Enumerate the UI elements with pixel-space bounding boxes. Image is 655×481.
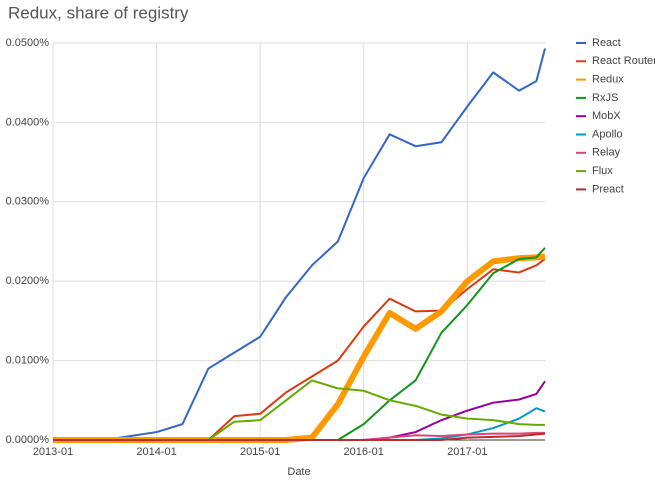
line-series	[53, 48, 546, 441]
legend-label: RxJS	[592, 92, 618, 104]
legend-label: React	[592, 37, 621, 49]
legend-label: Flux	[592, 165, 613, 177]
x-tick-label: 2016-01	[344, 446, 384, 458]
y-tick-label: 0.0100%	[6, 355, 50, 367]
y-tick-label: 0.0400%	[6, 116, 50, 128]
x-tick-label: 2015-01	[240, 446, 280, 458]
x-tick-label: 2014-01	[136, 446, 176, 458]
y-tick-label: 0.0500%	[6, 37, 50, 49]
legend-label: MobX	[592, 110, 621, 122]
line-series	[53, 432, 546, 441]
x-tick-label: 2017-01	[447, 446, 487, 458]
legend-label: Preact	[592, 183, 624, 195]
y-tick-label: 0.0200%	[6, 275, 50, 287]
y-tick-label: 0.0300%	[6, 196, 50, 208]
legend-label: Redux	[592, 74, 624, 86]
line-series	[53, 258, 546, 441]
x-tick-label: 2013-01	[33, 446, 73, 458]
legend-label: React Router	[592, 55, 655, 67]
y-tick-label: 0.0000%	[6, 434, 50, 446]
legend-label: Relay	[592, 147, 621, 159]
legend-label: Apollo	[592, 128, 623, 140]
chart-title: Redux, share of registry	[8, 3, 189, 22]
x-axis-label: Date	[287, 466, 310, 476]
line-series	[53, 253, 546, 443]
